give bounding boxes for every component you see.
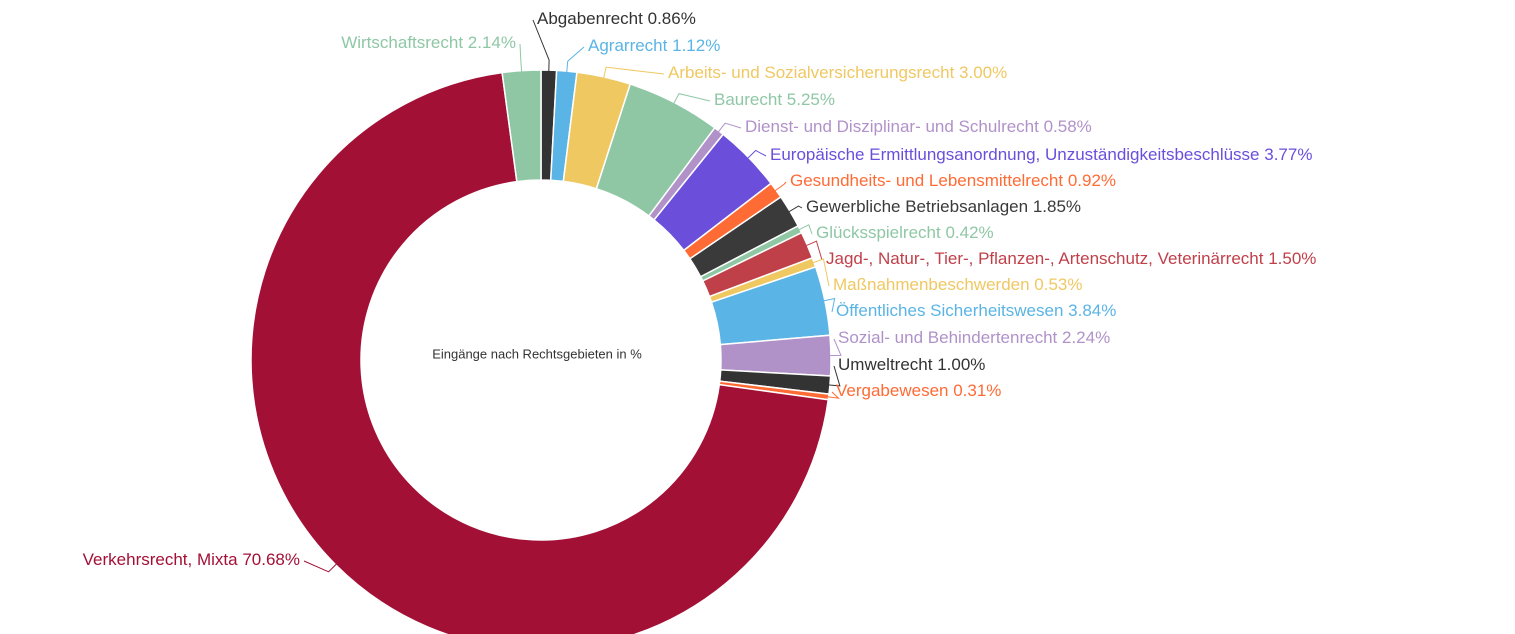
slice-label-value: 0.31% [953, 381, 1001, 400]
slice-label-name: Sozial- und Behindertenrecht [838, 328, 1058, 347]
slice-label: Abgabenrecht 0.86% [537, 9, 696, 28]
chart-title: Eingänge nach Rechtsgebieten in % [432, 346, 642, 361]
slice-label: Dienst- und Disziplinar- und Schulrecht … [745, 117, 1092, 136]
slice-label-value: 2.14% [468, 33, 516, 52]
slice-label-name: Abgabenrecht [537, 9, 643, 28]
leader-line [566, 46, 585, 74]
slice-label-value: 3.00% [959, 63, 1007, 82]
slice-label: Maßnahmenbeschwerden 0.53% [833, 275, 1083, 294]
slice-label: Umweltrecht 1.00% [838, 355, 985, 374]
slice-label-name: Gewerbliche Betriebsanlagen [806, 197, 1028, 216]
slice-label-value: 5.25% [787, 90, 835, 109]
slice-label-value: 3.84% [1068, 301, 1116, 320]
slice-label-value: 0.42% [945, 223, 993, 242]
slice-label-name: Verkehrsrecht, Mixta [83, 550, 238, 569]
slice-label-name: Umweltrecht [838, 355, 933, 374]
slice-label: Gesundheits- und Lebensmittelrecht 0.92% [790, 171, 1116, 190]
slice-label: Wirtschaftsrecht 2.14% [341, 33, 516, 52]
slice-label-name: Jagd-, Natur-, Tier-, Pflanzen-, Artensc… [826, 249, 1264, 268]
donut-slice [501, 69, 542, 183]
slice-label-value: 0.86% [648, 9, 696, 28]
slice-label-name: Europäische Ermittlungsanordnung, Unzust… [770, 145, 1260, 164]
slice-label: Baurecht 5.25% [714, 90, 835, 109]
leader-line [717, 122, 742, 133]
leader-line [797, 224, 813, 235]
slice-label-name: Gesundheits- und Lebensmittelrecht [790, 171, 1063, 190]
slice-label: Jagd-, Natur-, Tier-, Pflanzen-, Artensc… [826, 249, 1316, 268]
slice-label-value: 0.92% [1068, 171, 1116, 190]
slice-label: Glücksspielrecht 0.42% [816, 223, 994, 242]
slice-label-name: Öffentliches Sicherheitswesen [836, 301, 1063, 320]
leader-line [532, 19, 550, 73]
slice-label-name: Dienst- und Disziplinar- und Schulrecht [745, 117, 1039, 136]
leader-line [746, 149, 767, 160]
leader-line [827, 365, 841, 387]
slice-label: Öffentliches Sicherheitswesen 3.84% [836, 301, 1116, 320]
slice-label-value: 70.68% [242, 550, 300, 569]
slice-label: Gewerbliche Betriebsanlagen 1.85% [806, 197, 1081, 216]
slice-label-value: 0.58% [1044, 117, 1092, 136]
slice-label-name: Arbeits- und Sozialversicherungsrecht [668, 63, 955, 82]
slice-label-name: Vergabewesen [836, 381, 948, 400]
slice-label: Europäische Ermittlungsanordnung, Unzust… [770, 145, 1312, 164]
leader-line [303, 560, 338, 573]
leader-line [812, 258, 830, 287]
slice-label-value: 1.85% [1033, 197, 1081, 216]
slice-label: Arbeits- und Sozialversicherungsrecht 3.… [668, 63, 1007, 82]
slice-label: Agrarrecht 1.12% [588, 36, 720, 55]
leader-line [787, 205, 803, 213]
slice-label-name: Glücksspielrecht [816, 223, 941, 242]
slice-label-value: 0.53% [1034, 275, 1082, 294]
leader-line [672, 93, 711, 105]
donut-slice [250, 71, 830, 634]
leader-line [519, 43, 523, 73]
slice-label: Verkehrsrecht, Mixta 70.68% [83, 550, 300, 569]
slice-label: Vergabewesen 0.31% [836, 381, 1001, 400]
slice-label-name: Wirtschaftsrecht [341, 33, 463, 52]
slice-label: Sozial- und Behindertenrecht 2.24% [838, 328, 1110, 347]
leader-line [602, 66, 665, 79]
slice-label-value: 1.50% [1268, 249, 1316, 268]
slice-label-name: Baurecht [714, 90, 782, 109]
slice-label-name: Maßnahmenbeschwerden [833, 275, 1030, 294]
leader-line [828, 338, 842, 357]
slice-label-name: Agrarrecht [588, 36, 668, 55]
slice-label-value: 1.00% [937, 355, 985, 374]
slice-label-value: 2.24% [1062, 328, 1110, 347]
leader-line [774, 181, 787, 192]
slice-label-value: 1.12% [672, 36, 720, 55]
slice-label-value: 3.77% [1264, 145, 1312, 164]
leader-line [805, 240, 823, 261]
leader-line [826, 391, 841, 399]
leader-line [822, 297, 836, 313]
